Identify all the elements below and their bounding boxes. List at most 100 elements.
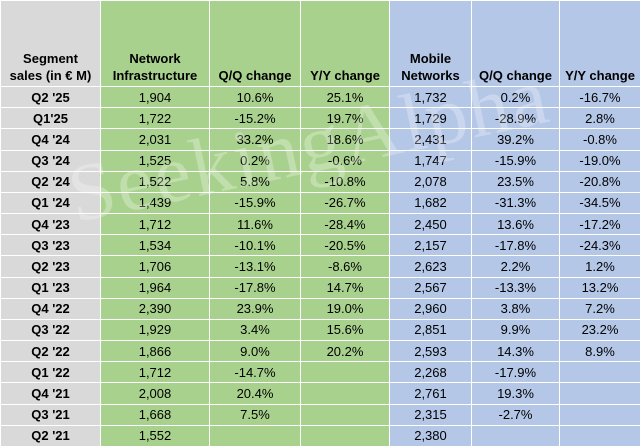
mn-yy-cell: -0.8% (559, 128, 640, 151)
ni-qq-cell: -17.8% (209, 276, 301, 299)
mn-qq-cell: 19.3% (471, 382, 560, 405)
ni-qq-cell: 10.6% (209, 85, 301, 109)
ni-sales-cell: 1,525 (100, 149, 210, 172)
mn-qq-cell (471, 424, 560, 447)
mn-sales-cell: 1,747 (389, 149, 472, 172)
table-row: Q2 '24 1,522 5.8% -10.8% 2,078 23.5% -20.8% (0, 170, 640, 193)
mn-sales-cell: 2,268 (389, 361, 472, 384)
quarter-cell: Q3 '23 (0, 234, 101, 257)
ni-sales-cell: 1,712 (100, 213, 210, 236)
mn-yy-cell: -34.5% (559, 191, 640, 215)
ni-yy-cell (300, 403, 390, 426)
mn-qq-cell: 9.9% (471, 318, 560, 342)
header-segment-sales: Segment sales (in € M) (0, 0, 101, 87)
mn-sales-cell: 2,851 (389, 318, 472, 342)
table-row: Q3 '22 1,929 3.4% 15.6% 2,851 9.9% 23.2% (0, 318, 640, 342)
table-row: Q2 '25 1,904 10.6% 25.1% 1,732 0.2% -16.7% (0, 85, 640, 109)
mn-yy-cell: -20.8% (559, 170, 640, 193)
mn-yy-cell: 23.2% (559, 318, 640, 342)
mn-yy-cell: -19.0% (559, 149, 640, 172)
mn-qq-cell: 14.3% (471, 340, 560, 363)
table-body: Q2 '25 1,904 10.6% 25.1% 1,732 0.2% -16.7% Q1'2… (0, 85, 640, 447)
mn-sales-cell: 1,729 (389, 107, 472, 130)
ni-qq-cell: -13.1% (209, 255, 301, 278)
quarter-cell: Q1 '22 (0, 361, 101, 384)
mn-qq-cell: -17.9% (471, 361, 560, 384)
mn-sales-cell: 2,380 (389, 424, 472, 447)
ni-sales-cell: 1,866 (100, 340, 210, 363)
ni-qq-cell: -10.1% (209, 234, 301, 257)
ni-qq-cell: -15.2% (209, 107, 301, 130)
table-row: Q1 '23 1,964 -17.8% 14.7% 2,567 -13.3% 13.2% (0, 276, 640, 299)
table-row: Q3 '21 1,668 7.5% 2,315 -2.7% (0, 403, 640, 426)
ni-qq-cell: -14.7% (209, 361, 301, 384)
ni-yy-cell: -10.8% (300, 170, 390, 193)
ni-sales-cell: 1,439 (100, 191, 210, 215)
mn-yy-cell (559, 382, 640, 405)
quarter-cell: Q1 '23 (0, 276, 101, 299)
ni-qq-cell: 20.4% (209, 382, 301, 405)
mn-sales-cell: 2,960 (389, 297, 472, 320)
quarter-cell: Q1'25 (0, 107, 101, 130)
mn-sales-cell: 2,078 (389, 170, 472, 193)
ni-yy-cell: -28.4% (300, 213, 390, 236)
mn-sales-cell: 2,567 (389, 276, 472, 299)
ni-yy-cell (300, 382, 390, 405)
mn-yy-cell: 13.2% (559, 276, 640, 299)
mn-yy-cell: -17.2% (559, 213, 640, 236)
ni-qq-cell: -15.9% (209, 191, 301, 215)
ni-yy-cell: 20.2% (300, 340, 390, 363)
table-row: Q1 '24 1,439 -15.9% -26.7% 1,682 -31.3% -34.5% (0, 191, 640, 215)
mn-yy-cell (559, 424, 640, 447)
ni-qq-cell: 23.9% (209, 297, 301, 320)
header-ni-qq-change: Q/Q change (209, 0, 301, 87)
ni-yy-cell: 19.7% (300, 107, 390, 130)
mn-sales-cell: 2,593 (389, 340, 472, 363)
mn-yy-cell: -24.3% (559, 234, 640, 257)
ni-sales-cell: 1,706 (100, 255, 210, 278)
ni-sales-cell: 1,722 (100, 107, 210, 130)
ni-yy-cell: 25.1% (300, 85, 390, 109)
ni-sales-cell: 1,534 (100, 234, 210, 257)
ni-yy-cell (300, 424, 390, 447)
mn-qq-cell: 23.5% (471, 170, 560, 193)
mn-qq-cell: 13.6% (471, 213, 560, 236)
mn-yy-cell: 8.9% (559, 340, 640, 363)
mn-qq-cell: 0.2% (471, 85, 560, 109)
mn-qq-cell: -13.3% (471, 276, 560, 299)
mn-yy-cell (559, 361, 640, 384)
mn-sales-cell: 1,682 (389, 191, 472, 215)
mn-qq-cell: -2.7% (471, 403, 560, 426)
header-ni-yy-change: Y/Y change (300, 0, 390, 87)
mn-qq-cell: 2.2% (471, 255, 560, 278)
quarter-cell: Q4 '23 (0, 213, 101, 236)
ni-sales-cell: 2,390 (100, 297, 210, 320)
ni-sales-cell: 1,668 (100, 403, 210, 426)
ni-sales-cell: 2,031 (100, 128, 210, 151)
header-mn-qq-change: Q/Q change (471, 0, 560, 87)
ni-qq-cell (209, 424, 301, 447)
table-row: Q1'25 1,722 -15.2% 19.7% 1,729 -28.9% 2.8% (0, 107, 640, 130)
table-row: Q2 '21 1,552 2,380 (0, 424, 640, 447)
mn-yy-cell (559, 403, 640, 426)
ni-sales-cell: 1,904 (100, 85, 210, 109)
mn-qq-cell: -15.9% (471, 149, 560, 172)
ni-yy-cell (300, 361, 390, 384)
ni-yy-cell: 18.6% (300, 128, 390, 151)
quarter-cell: Q3 '22 (0, 318, 101, 342)
ni-sales-cell: 1,929 (100, 318, 210, 342)
header-mobile-networks: Mobile Networks (389, 0, 472, 87)
mn-qq-cell: 3.8% (471, 297, 560, 320)
quarter-cell: Q1 '24 (0, 191, 101, 215)
quarter-cell: Q2 '21 (0, 424, 101, 447)
quarter-cell: Q4 '24 (0, 128, 101, 151)
table-row: Q4 '24 2,031 33.2% 18.6% 2,431 39.2% -0.8% (0, 128, 640, 151)
ni-sales-cell: 1,522 (100, 170, 210, 193)
header-network-infrastructure: Network Infrastructure (100, 0, 210, 87)
mn-yy-cell: 2.8% (559, 107, 640, 130)
mn-yy-cell: 7.2% (559, 297, 640, 320)
ni-qq-cell: 11.6% (209, 213, 301, 236)
quarter-cell: Q3 '24 (0, 149, 101, 172)
ni-qq-cell: 7.5% (209, 403, 301, 426)
